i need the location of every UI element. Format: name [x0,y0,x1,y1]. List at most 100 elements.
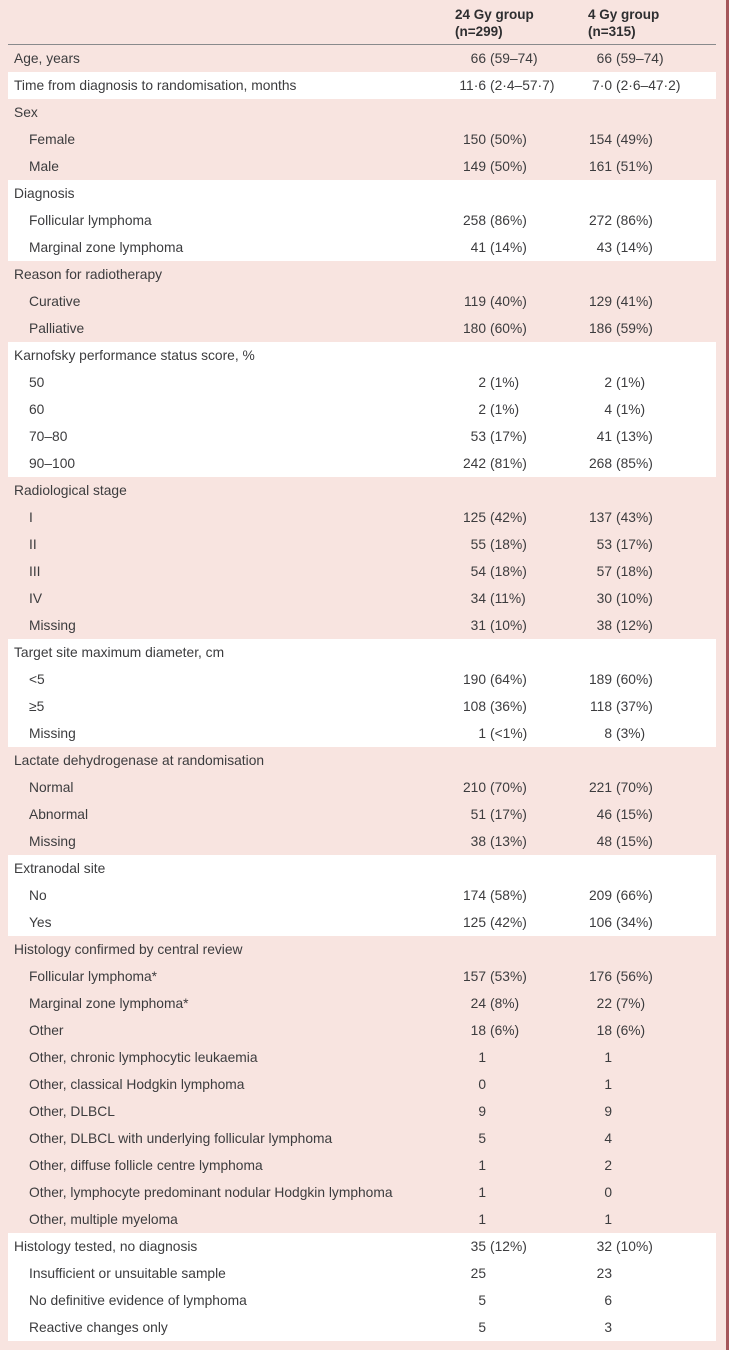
value-24gy: 5 [446,1293,576,1308]
value-4gy: 57 (18%) [576,564,716,579]
value-24gy-count: 119 [464,294,486,309]
table-section: Time from diagnosis to randomisation, mo… [8,72,716,99]
value-24gy: 150 (50%) [446,132,576,147]
row-label: Other, lymphocyte predominant nodular Ho… [29,1185,393,1200]
table-row: Karnofsky performance status score, % [8,342,716,369]
value-24gy-pct: (17%) [490,807,527,822]
row-label: Other, DLBCL with underlying follicular … [29,1131,333,1146]
table-body: Age, years 66 (59–74) 66 (59–74) Time from di… [8,45,716,1341]
table-row: Other, classical Hodgkin lymphoma 0 1 [8,1071,716,1098]
value-4gy-count: 4 [604,402,612,417]
table-header-row: 24 Gy group (n=299) 4 Gy group (n=315) [8,0,716,45]
value-24gy-pct: (64%) [490,672,527,687]
value-4gy-pct: (15%) [616,834,653,849]
value-4gy: 176 (56%) [576,969,716,984]
value-4gy-count: 1 [604,1077,612,1092]
table-row: Extranodal site [8,855,716,882]
table-row: Abnormal 51 (17%) 46 (15%) [8,801,716,828]
value-4gy: 4 [576,1131,716,1146]
value-4gy-count: 9 [604,1104,612,1119]
row-label: Sex [14,105,38,120]
row-label: Other [29,1023,64,1038]
value-24gy-count: 258 [462,213,486,228]
value-4gy-pct [616,1077,716,1092]
value-4gy: 154 (49%) [576,132,716,147]
value-4gy-count: 6 [604,1293,612,1308]
value-4gy-pct: (15%) [616,807,653,822]
row-label: Diagnosis [14,186,75,201]
value-24gy-count: 38 [470,834,486,849]
value-24gy-pct: (42%) [490,510,527,525]
value-4gy-count: 66 [596,51,612,66]
value-24gy-count: 5 [478,1320,486,1335]
value-24gy: 174 (58%) [446,888,576,903]
value-24gy: 11·6 (2·4–57·7) [446,78,576,93]
table-section: Reason for radiotherapy Curative 119 (40%) 1… [8,261,716,342]
page-edge-border [726,0,729,1350]
value-4gy-count: 3 [604,1320,612,1335]
value-24gy: 51 (17%) [446,807,576,822]
column-header-24gy-title: 24 Gy group [455,7,534,22]
value-4gy: 6 [576,1293,716,1308]
header-spacer [8,6,446,44]
table-row: II 55 (18%) 53 (17%) [8,531,716,558]
value-24gy-pct [490,1131,576,1146]
row-label: Marginal zone lymphoma [29,240,184,255]
value-4gy: 272 (86%) [576,213,716,228]
value-24gy: 66 (59–74) [446,51,576,66]
value-4gy: 209 (66%) [576,888,716,903]
value-24gy-pct: (60%) [490,321,527,336]
value-4gy-pct [616,1266,716,1281]
row-label: Other, DLBCL [29,1104,115,1119]
table-row: Missing 1 (<1%) 8 (3%) [8,720,716,747]
value-24gy-pct: (50%) [490,132,527,147]
table-row: Age, years 66 (59–74) 66 (59–74) [8,45,716,72]
value-24gy: 180 (60%) [446,321,576,336]
value-24gy-pct: (36%) [490,699,527,714]
value-24gy-count: 1 [478,1212,486,1227]
value-24gy-pct [490,1077,576,1092]
value-24gy-count: 157 [462,969,486,984]
row-label: 50 [29,375,45,390]
value-4gy: 53 (17%) [576,537,716,552]
value-24gy-count: 1 [478,1158,486,1173]
row-label: IV [29,591,43,606]
value-24gy-pct: (12%) [490,1239,527,1254]
table-row: I 125 (42%) 137 (43%) [8,504,716,531]
value-24gy: 1 (<1%) [446,726,576,741]
value-4gy-count: 1 [604,1050,612,1065]
row-label: Curative [29,294,81,309]
value-4gy-count: 48 [596,834,612,849]
value-4gy-pct: (60%) [616,672,653,687]
value-4gy: 8 (3%) [576,726,716,741]
value-24gy-pct: (18%) [490,537,527,552]
table-row: Follicular lymphoma 258 (86%) 272 (86%) [8,207,716,234]
value-4gy-pct: (6%) [616,1023,646,1038]
value-24gy: 35 (12%) [446,1239,576,1254]
value-4gy: 46 (15%) [576,807,716,822]
row-label: Other, classical Hodgkin lymphoma [29,1077,245,1092]
table-row: Sex [8,99,716,126]
table-row: Reason for radiotherapy [8,261,716,288]
row-label: Radiological stage [14,483,127,498]
table-section: Extranodal site No 174 (58%) 209 (66%) Yes 125 (… [8,855,716,936]
row-label: Target site maximum diameter, cm [14,645,225,660]
value-4gy-count: 189 [588,672,612,687]
value-4gy-count: 176 [588,969,612,984]
value-24gy: 1 [446,1050,576,1065]
value-24gy: 125 (42%) [446,510,576,525]
value-4gy: 38 (12%) [576,618,716,633]
value-4gy-count: 46 [596,807,612,822]
value-4gy-pct: (1%) [616,375,646,390]
value-4gy: 186 (59%) [576,321,716,336]
value-4gy-pct: (34%) [616,915,653,930]
value-4gy: 4 (1%) [576,402,716,417]
value-4gy-count: 154 [588,132,612,147]
value-4gy-count: 268 [588,456,612,471]
value-24gy-count: 55 [470,537,486,552]
column-header-4gy-group: 4 Gy group (n=315) [576,6,716,44]
value-4gy-count: 23 [596,1266,612,1281]
value-24gy-pct: (18%) [490,564,527,579]
column-header-4gy-n: (n=315) [588,24,636,39]
column-header-24gy-n: (n=299) [455,24,503,39]
